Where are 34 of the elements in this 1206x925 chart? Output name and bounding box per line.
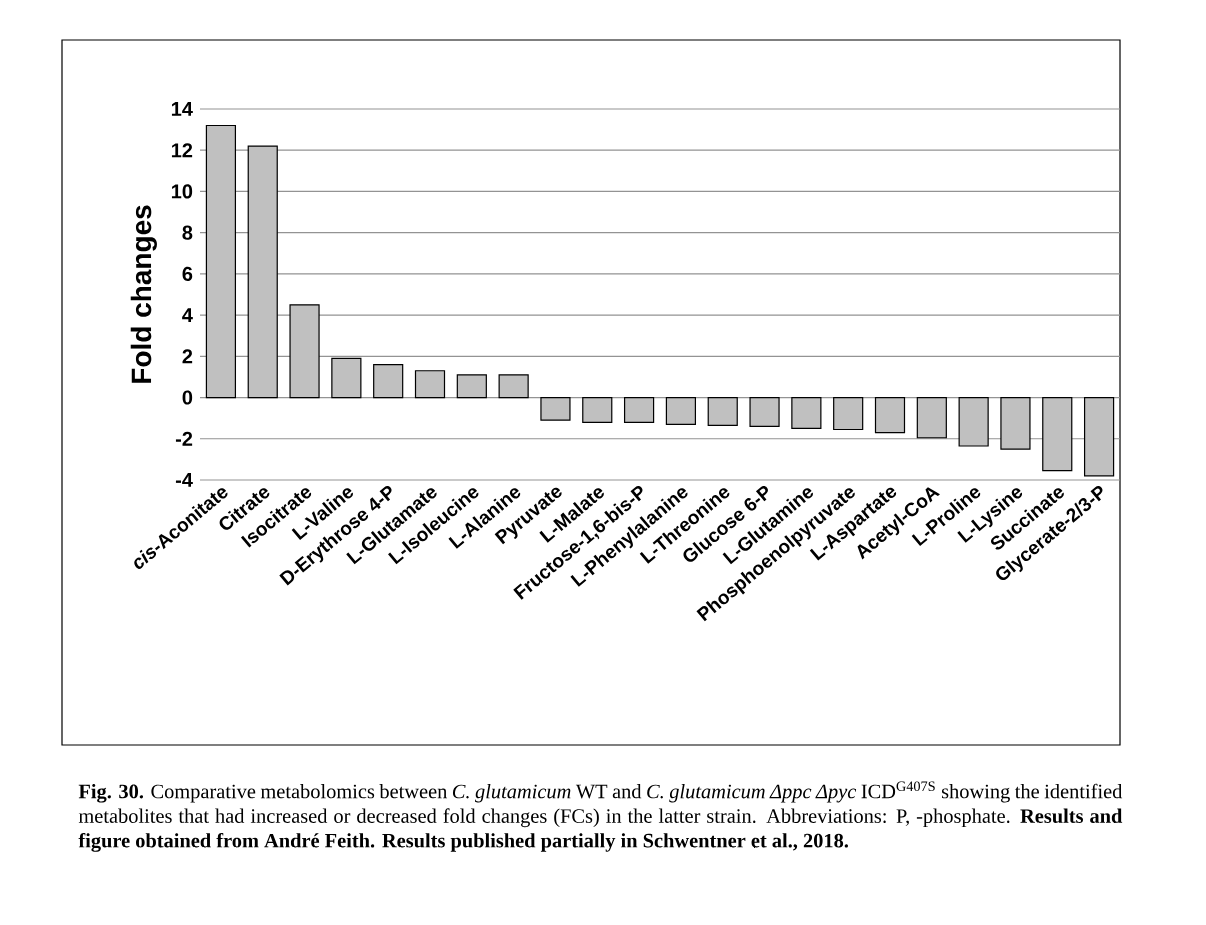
y-tick-label: -2 xyxy=(175,431,193,446)
y-tick-label: 8 xyxy=(182,225,193,240)
bar xyxy=(1083,396,1115,477)
y-tick-label: 2 xyxy=(182,349,193,364)
bar xyxy=(414,370,446,399)
bar xyxy=(665,396,697,425)
y-tick-label: 4 xyxy=(182,308,193,322)
bar xyxy=(247,145,278,399)
y-axis-title: Fold changes xyxy=(130,205,157,383)
bar xyxy=(289,304,320,399)
bar xyxy=(1000,396,1031,450)
y-tick-label: 0 xyxy=(182,390,193,405)
bar xyxy=(749,396,780,427)
text: Fig. 30. Comparative metabolomics between C. glutamicum WT and C. glutamicum Δppc Δpyc ICD$^{G407S}$ showing the identified metabolites that had increased or decreased fold changes (FCs) in the latter strain. Abbreviations: P, -phosphate. Results and figure obtained from André Feith. Results published partially in Schwentner et al., 2018. xyxy=(78,781,1123,852)
bar xyxy=(540,396,571,421)
y-tick-label: 6 xyxy=(182,266,193,281)
y-tick-label: 12 xyxy=(171,143,193,158)
bar xyxy=(1042,396,1073,472)
bar xyxy=(373,363,404,399)
bar xyxy=(331,357,362,399)
bar xyxy=(916,396,947,439)
bar xyxy=(707,396,738,426)
bar xyxy=(874,396,906,434)
bar xyxy=(958,396,989,447)
y-tick-label: 14 xyxy=(171,102,193,116)
bar xyxy=(205,124,237,399)
bar xyxy=(582,396,613,423)
bar xyxy=(623,396,655,423)
y-tick-label: 10 xyxy=(171,184,193,199)
y-tick-label: -4 xyxy=(175,473,193,487)
bar xyxy=(456,374,487,399)
bar xyxy=(791,396,822,430)
bar xyxy=(833,396,864,431)
bar xyxy=(498,374,529,399)
